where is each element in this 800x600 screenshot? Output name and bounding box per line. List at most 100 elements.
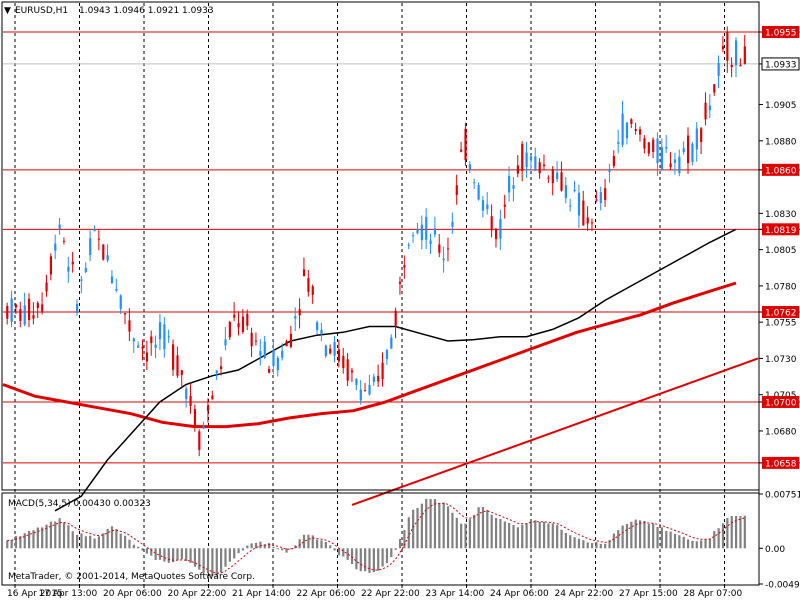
candle-body — [32, 315, 35, 319]
candle-body — [172, 344, 175, 370]
macd-bar — [564, 532, 567, 549]
macd-bar — [529, 519, 533, 549]
candle-body — [512, 185, 515, 189]
candle-body — [49, 256, 53, 275]
candle-body — [490, 216, 493, 231]
time-tick-label: 27 Apr 15:00 — [619, 589, 678, 599]
price-tick-label: 1.0755 — [765, 319, 797, 329]
trendline[interactable] — [351, 357, 759, 506]
macd-bar — [708, 538, 712, 549]
candle-body — [538, 162, 541, 174]
candle-body — [451, 221, 454, 227]
chart-frames — [1, 1, 760, 586]
macd-bar — [669, 531, 672, 549]
macd-bar — [32, 530, 35, 549]
level-price-badge — [762, 26, 799, 39]
candle-body — [446, 248, 450, 250]
horizontal-levels[interactable] — [3, 31, 800, 464]
macd-bar — [102, 533, 105, 549]
candle-body — [582, 200, 585, 226]
candle-body — [298, 309, 301, 316]
macd-bar — [128, 539, 131, 549]
macd-bar — [403, 529, 406, 549]
candle-body — [329, 348, 332, 354]
candle-body — [652, 139, 655, 152]
macd-bar — [246, 545, 249, 549]
candle-body — [102, 244, 105, 260]
candle-body — [158, 322, 162, 340]
candle-body — [268, 369, 271, 373]
macd-bar — [717, 528, 720, 549]
candle-body — [80, 279, 83, 281]
macd-bar — [198, 548, 201, 570]
candle-body — [294, 316, 297, 319]
candle-body — [289, 333, 293, 348]
candle-body — [429, 240, 432, 245]
macd-bar — [381, 548, 384, 567]
candle-body — [36, 303, 39, 309]
time-tick-label: 24 Apr 06:00 — [490, 589, 549, 599]
macd-bar — [503, 521, 506, 549]
candle-body — [307, 278, 310, 292]
support-trendline[interactable] — [351, 357, 759, 506]
candle-body — [180, 370, 183, 375]
candle-body — [115, 288, 118, 291]
macd-bar — [617, 530, 620, 549]
macd-bar — [115, 529, 118, 549]
macd-tick-label: 0.00 — [765, 545, 785, 555]
macd-bar — [206, 548, 210, 574]
time-tick-label: 20 Apr 06:00 — [103, 589, 162, 599]
macd-bar — [433, 499, 437, 549]
price-tick-label: 1.0933 — [765, 60, 797, 70]
time-tick-label: 21 Apr 14:00 — [232, 589, 291, 599]
candle-body — [220, 366, 223, 370]
candle-body — [311, 286, 314, 295]
candle-body — [241, 316, 245, 333]
candle-body — [132, 338, 135, 342]
macd-bar — [49, 521, 53, 549]
macd-bar — [241, 548, 245, 551]
macd-bar — [604, 543, 607, 549]
candle-body — [316, 322, 319, 330]
candle-body — [604, 188, 607, 200]
macd-bar — [106, 528, 109, 549]
candle-body — [695, 128, 698, 150]
macd-bar — [263, 544, 266, 549]
candle-body — [726, 32, 729, 61]
macd-bar — [390, 548, 393, 558]
macd-bar — [647, 524, 650, 549]
candle-body — [590, 222, 594, 224]
macd-bar — [734, 516, 738, 549]
candle-body — [58, 224, 61, 229]
macd-bar — [110, 526, 114, 549]
macd-bar — [460, 523, 463, 549]
macd-bar — [368, 548, 371, 573]
candle-body — [246, 313, 249, 326]
price-axis: 1.0955 1.0933 1.0905 1.0880 1.0860 1.0830 1.08… — [759, 26, 800, 469]
candle-body — [460, 149, 463, 152]
macd-bar — [656, 526, 659, 549]
candle-body — [346, 359, 349, 381]
candle-body — [721, 46, 725, 50]
candle-body — [743, 46, 746, 64]
macd-bar — [137, 546, 140, 549]
dropdown-icon[interactable]: ▼ — [4, 6, 11, 16]
candle-body — [193, 408, 197, 427]
long-moving-average-line — [2, 281, 737, 429]
macd-bar — [311, 535, 314, 549]
candle-body — [145, 352, 149, 362]
candle-body — [673, 159, 677, 163]
macd-bar — [254, 542, 258, 549]
macd-bar — [582, 540, 585, 549]
candle-body — [167, 336, 170, 338]
macd-bar — [93, 538, 96, 549]
candle-body — [119, 295, 122, 309]
macd-bar — [516, 527, 519, 549]
macd-bar — [608, 540, 611, 549]
macd-bar — [172, 548, 175, 563]
candle-body — [263, 341, 266, 358]
candle-body — [141, 346, 144, 349]
price-tick-label: 1.0780 — [765, 282, 797, 292]
